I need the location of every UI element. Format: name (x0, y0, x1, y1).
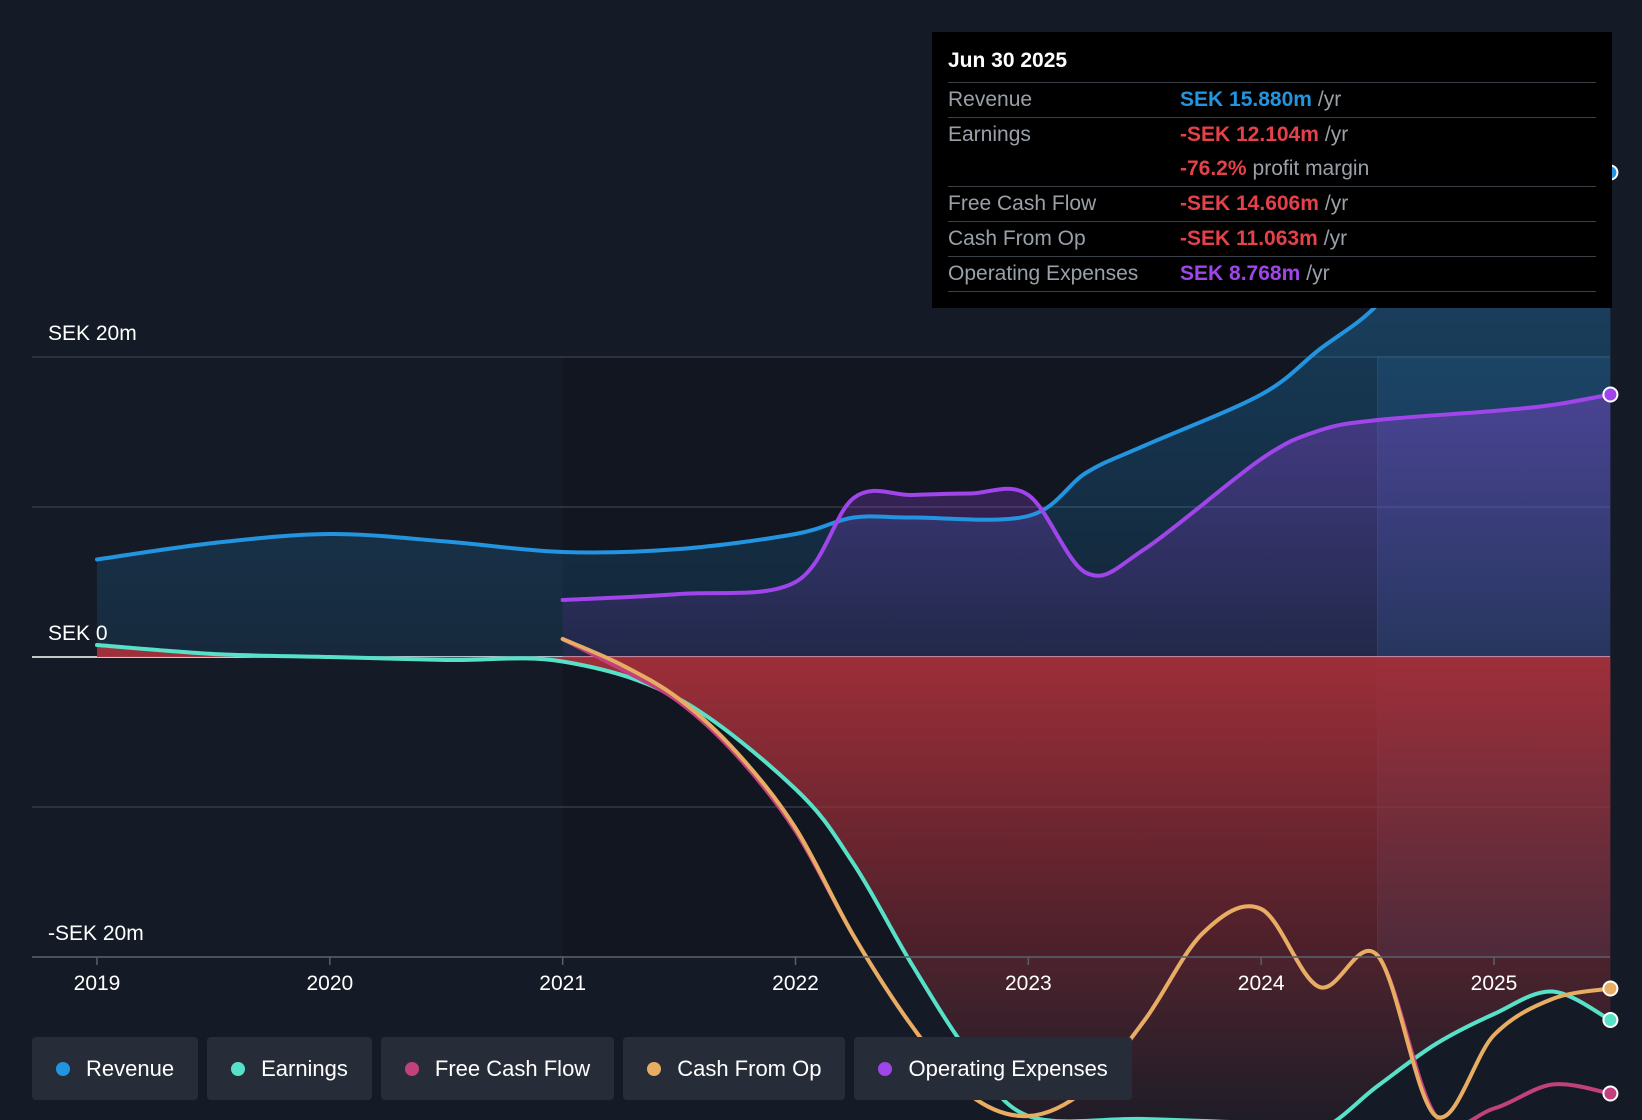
y-label-zero: SEK 0 (48, 622, 108, 645)
legend-item-free-cash-flow[interactable]: Free Cash Flow (380, 1037, 615, 1100)
legend-item-revenue[interactable]: Revenue (32, 1037, 199, 1100)
fcf-end-dot (1602, 1085, 1619, 1102)
tooltip-value: -SEK 12.104m (1180, 123, 1319, 146)
tooltip-label: Operating Expenses (948, 262, 1139, 285)
tooltip-value: -SEK 14.606m (1180, 192, 1319, 215)
tooltip-label: Revenue (948, 88, 1033, 111)
legend-label: Earnings (261, 1055, 348, 1081)
tooltip-value: SEK 15.880m (1180, 88, 1312, 111)
tooltip-value: -76.2% (1180, 157, 1247, 180)
legend-item-earnings[interactable]: Earnings (207, 1037, 372, 1100)
x-tick-label: 2019 (74, 972, 121, 995)
legend-dot-icon (878, 1061, 893, 1076)
legend-dot-icon (56, 1061, 70, 1076)
opex-area (562, 394, 1611, 657)
legend-label: Operating Expenses (908, 1055, 1108, 1081)
tooltip-row-revenue: Revenue SEK 15.880m /yr (948, 83, 1596, 118)
tooltip: Jun 30 2025 Revenue SEK 15.880m /yr Earn… (932, 32, 1612, 308)
tooltip-date: Jun 30 2025 (948, 46, 1596, 83)
earnings-line (95, 643, 1613, 1120)
tooltip-unit: /yr (1317, 88, 1342, 111)
earnings-end-dot (1602, 1012, 1619, 1028)
tooltip-value: -SEK 11.063m (1180, 227, 1318, 250)
tooltip-unit: /yr (1324, 123, 1349, 146)
tooltip-label: Earnings (948, 123, 1031, 146)
legend: Revenue Earnings Free Cash Flow Cash Fro… (32, 1037, 1141, 1100)
tooltip-row-margin: -76.2% profit margin (948, 152, 1596, 187)
tooltip-row-opex: Operating Expenses SEK 8.768m /yr (948, 257, 1596, 292)
legend-dot-icon (647, 1061, 662, 1076)
legend-dot-icon (231, 1061, 246, 1076)
x-tick-label: 2020 (306, 972, 353, 995)
legend-dot-icon (404, 1061, 419, 1076)
tooltip-label: Free Cash Flow (948, 192, 1097, 215)
legend-label: Free Cash Flow (434, 1055, 591, 1081)
cfo-end-dot (1602, 980, 1619, 997)
tooltip-unit: /yr (1323, 227, 1348, 250)
tooltip-row-cfo: Cash From Op -SEK 11.063m /yr (948, 222, 1596, 257)
tooltip-label: Cash From Op (948, 227, 1086, 250)
earnings-area (97, 645, 1611, 1120)
tooltip-row-earnings: Earnings -SEK 12.104m /yr (948, 118, 1596, 152)
y-label-bottom: -SEK 20m (48, 922, 144, 945)
tooltip-value: SEK 8.768m (1180, 262, 1301, 285)
legend-label: Revenue (86, 1055, 175, 1081)
y-label-top: SEK 20m (48, 322, 137, 345)
tooltip-unit: /yr (1324, 192, 1349, 215)
x-tick-label: 2024 (1238, 972, 1285, 995)
opex-end-dot (1602, 386, 1619, 403)
legend-item-cash-from-op[interactable]: Cash From Op (623, 1037, 846, 1100)
tooltip-unit: /yr (1306, 262, 1330, 285)
x-tick-label: 2022 (772, 972, 819, 995)
x-tick-label: 2021 (539, 972, 586, 995)
legend-item-operating-expenses[interactable]: Operating Expenses (854, 1037, 1132, 1100)
tooltip-row-fcf: Free Cash Flow -SEK 14.606m /yr (948, 187, 1596, 222)
tooltip-unit: profit margin (1252, 157, 1370, 180)
legend-label: Cash From Op (677, 1055, 822, 1081)
x-tick-label: 2025 (1471, 972, 1518, 995)
x-tick-label: 2023 (1005, 972, 1052, 995)
tooltip-label (948, 152, 1180, 186)
opex-line (560, 392, 1613, 602)
